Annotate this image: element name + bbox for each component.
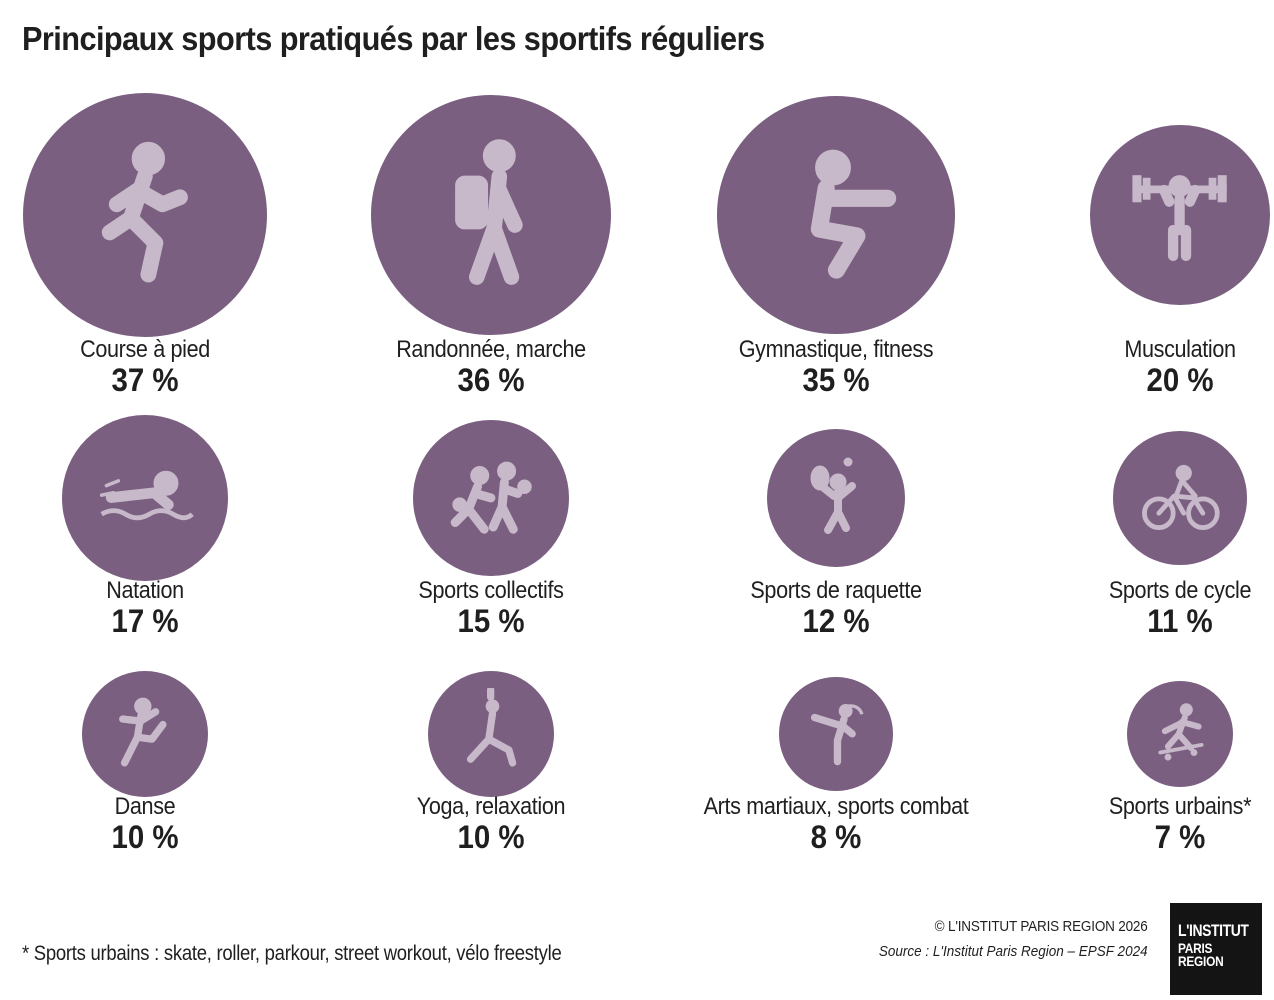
team-sports-icon (450, 461, 532, 534)
dancer-icon (119, 697, 167, 767)
bubble-value: 10 % (457, 819, 525, 855)
bubble-3 (717, 96, 955, 334)
swimmer-icon (100, 471, 195, 521)
bubble-8 (1113, 431, 1247, 565)
source-text: Source : L'Institut Paris Region – EPSF … (879, 943, 1148, 960)
bubble-value: 8 % (810, 819, 862, 855)
bubble-label: Arts martiaux, sports combat (703, 793, 969, 820)
bubble-value: 7 % (1154, 819, 1206, 855)
institut-logo: L'INSTITUT PARIS REGION (1170, 903, 1262, 995)
bubble-value: 36 % (457, 362, 525, 398)
bubble-label: Sports collectifs (418, 577, 564, 604)
bubble-5 (62, 415, 228, 581)
bubble-11 (779, 677, 893, 791)
tennis-icon (810, 457, 856, 534)
bubble-12 (1126, 680, 1234, 788)
bubble-label: Musculation (1124, 336, 1236, 363)
hiker-icon (455, 139, 524, 286)
bubble-label: Sports urbains* (1108, 793, 1252, 820)
bubble-value: 35 % (802, 362, 870, 398)
bubble-label: Natation (106, 577, 184, 604)
bubble-label: Danse (114, 793, 176, 820)
martial-arts-icon (811, 704, 864, 766)
bubble-label: Sports de cycle (1108, 577, 1252, 604)
bubble-1 (23, 93, 267, 337)
bubble-10 (427, 670, 555, 798)
logo-line-3: REGION (1178, 953, 1224, 970)
weightlifting-icon (1132, 175, 1228, 262)
bubble-value: 11 % (1147, 603, 1213, 639)
bubble-label: Course à pied (80, 336, 210, 363)
bubble-4 (1090, 125, 1270, 305)
copyright-text: © L'INSTITUT PARIS REGION 2026 (935, 918, 1148, 935)
skateboarder-icon (1158, 703, 1204, 761)
bubble-value: 37 % (111, 362, 179, 398)
bubble-label: Sports de raquette (750, 577, 922, 604)
credits: © L'INSTITUT PARIS REGION 2026 Source : … (849, 918, 1148, 960)
bubble-label: Gymnastique, fitness (738, 336, 934, 363)
bubble-7 (766, 428, 906, 568)
bubble-value: 17 % (111, 603, 179, 639)
chart-title: Principaux sports pratiqués par les spor… (22, 20, 765, 57)
bubble-6 (413, 420, 569, 576)
logo-line-1: L'INSTITUT (1178, 921, 1249, 940)
bubble-value: 12 % (802, 603, 870, 639)
bubble-2 (370, 94, 612, 336)
runner-icon (101, 142, 189, 283)
bubble-label: Yoga, relaxation (416, 793, 566, 820)
logo-line-2: PARIS (1178, 940, 1213, 957)
bubble-value: 20 % (1146, 362, 1214, 398)
footnote: * Sports urbains : skate, roller, parkou… (22, 942, 562, 965)
bubble-value: 15 % (457, 603, 525, 639)
bubble-9 (81, 670, 209, 798)
squat-icon (810, 149, 896, 279)
cyclist-icon (1142, 464, 1220, 531)
bubble-value: 10 % (111, 819, 179, 855)
bubble-label: Randonnée, marche (396, 336, 586, 363)
yoga-icon (467, 688, 517, 767)
